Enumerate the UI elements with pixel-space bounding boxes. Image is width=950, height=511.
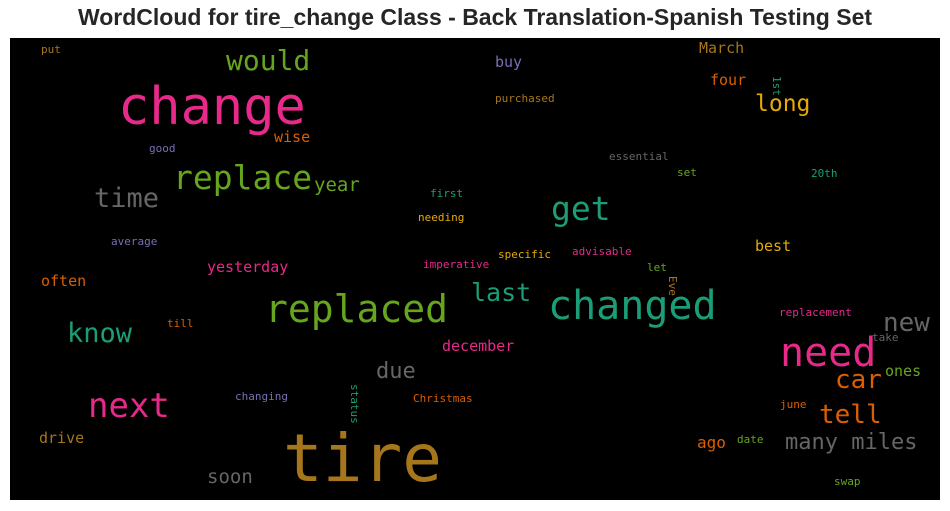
word-yesterday: yesterday	[207, 258, 289, 276]
word-know: know	[67, 318, 133, 349]
word-set: set	[677, 166, 697, 179]
word-20th: 20th	[811, 167, 838, 180]
word-replacement: replacement	[779, 306, 852, 319]
word-changing: changing	[235, 390, 288, 403]
word-specific: specific	[498, 248, 551, 261]
word-four: four	[710, 71, 747, 89]
word-imperative: imperative	[423, 258, 490, 271]
word-advisable: advisable	[572, 245, 632, 258]
word-june: june	[780, 398, 807, 411]
word-needing: needing	[418, 211, 465, 224]
word-car: car	[835, 365, 882, 395]
word-next: next	[88, 386, 170, 426]
word-due: due	[376, 359, 416, 384]
word-wise: wise	[274, 128, 311, 146]
word-let: let	[647, 261, 667, 274]
word-get: get	[551, 189, 611, 228]
word-need: need	[780, 330, 877, 376]
word-changed: changed	[548, 283, 717, 329]
word-christmas: Christmas	[413, 392, 473, 405]
word-1st: 1st	[770, 76, 783, 96]
word-would: would	[226, 44, 311, 77]
word-drive: drive	[39, 429, 85, 447]
word-till: till	[167, 317, 194, 330]
word-long: long	[755, 91, 811, 117]
word-many-miles: many miles	[785, 430, 918, 455]
word-new: new	[883, 308, 930, 338]
word-tire: tire	[283, 420, 442, 497]
word-essential: essential	[609, 150, 669, 163]
word-buy: buy	[495, 53, 523, 71]
word-replace: replace	[173, 158, 313, 197]
word-good: good	[149, 142, 176, 155]
word-tell: tell	[819, 400, 882, 430]
word-soon: soon	[207, 466, 253, 488]
word-ones: ones	[885, 362, 922, 380]
word-purchased: purchased	[495, 92, 555, 105]
word-replaced: replaced	[265, 287, 449, 331]
word-put: put	[41, 43, 61, 56]
chart-title: WordCloud for tire_change Class - Back T…	[77, 4, 873, 30]
wordcloud-canvas: tire change changed replaced replace need next…	[10, 38, 940, 500]
word-ago: ago	[697, 433, 726, 452]
word-change: change	[118, 77, 306, 137]
word-status: status	[348, 384, 361, 424]
word-date: date	[737, 433, 764, 446]
word-take: take	[872, 331, 899, 344]
word-march: March	[699, 39, 745, 57]
word-year: year	[314, 174, 360, 196]
word-last: last	[471, 278, 532, 307]
word-time: time	[94, 183, 160, 214]
word-best: best	[755, 237, 792, 255]
word-swap: swap	[834, 475, 861, 488]
word-eve: Eve	[666, 276, 679, 296]
word-december: december	[442, 337, 515, 355]
word-often: often	[41, 272, 87, 290]
word-average: average	[111, 235, 158, 248]
word-first: first	[430, 187, 464, 200]
